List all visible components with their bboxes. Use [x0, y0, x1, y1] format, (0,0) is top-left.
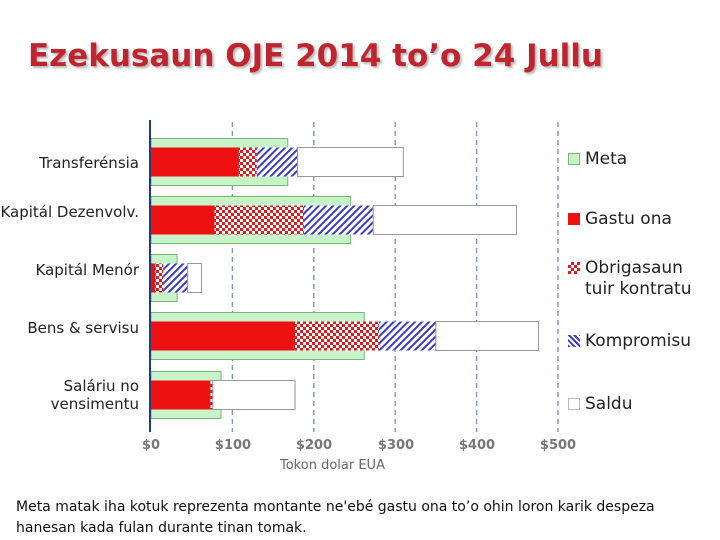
- legend-swatch-gastu-ona: [568, 213, 580, 225]
- bar-obrigasaun-tuir-kontratu-cat-3: [295, 321, 379, 351]
- category-label-kapital-dezenvolv: Kapitál Dezenvolv.: [0, 203, 139, 221]
- legend-swatch-obrigasaun: [568, 262, 580, 274]
- bar-obrigasaun-tuir-kontratu-cat-2: [155, 263, 164, 293]
- legend-label-meta: Meta: [585, 149, 628, 169]
- bar-kompromisu-cat-0: [256, 147, 298, 177]
- bar-kompromisu-cat-2: [163, 263, 188, 293]
- bar-obrigasaun-tuir-kontratu-cat-0: [238, 147, 257, 177]
- category-label-bens-servisu: Bens & servisu: [27, 319, 139, 337]
- x-tick-label-100: $100: [214, 438, 252, 453]
- legend-item-saldu: Saldu: [568, 394, 633, 415]
- category-label-transferensia: Transferénsia: [39, 154, 139, 172]
- x-axis-label: Tokon dolar EUA: [280, 458, 385, 473]
- legend-swatch-kompromisu: [568, 335, 580, 347]
- bar-saldu-cat-2: [187, 263, 202, 293]
- legend-label-obrigasaun: Obrigasaun tuir kontratu: [585, 258, 692, 299]
- bar-gastu-ona-cat-4: [151, 380, 211, 410]
- x-tick-label-300: $300: [377, 438, 415, 453]
- legend-swatch-saldu: [568, 398, 580, 410]
- x-tick-label-400: $400: [458, 438, 496, 453]
- bar-saldu-cat-4: [212, 380, 296, 410]
- chart-title: Ezekusaun OJE 2014 to’o 24 Jullu: [28, 38, 603, 74]
- category-label-salariu-vensimentu: Saláriu no vensimentu: [50, 377, 139, 413]
- bar-saldu-cat-0: [297, 147, 404, 177]
- legend-item-kompromisu: Kompromisu: [568, 331, 691, 352]
- bars: [150, 138, 539, 419]
- x-tick-label-0: $0: [141, 438, 161, 453]
- bar-saldu-cat-1: [372, 205, 517, 235]
- legend-item-obrigasaun: Obrigasaun tuir kontratu: [568, 258, 703, 300]
- legend-label-gastu-ona: Gastu ona: [585, 209, 672, 229]
- bar-gastu-ona-cat-0: [151, 147, 239, 177]
- bar-obrigasaun-tuir-kontratu-cat-4: [210, 380, 213, 410]
- legend-item-meta: Meta: [568, 149, 627, 170]
- bar-gastu-ona-cat-3: [151, 321, 296, 351]
- legend-label-saldu: Saldu: [585, 394, 633, 414]
- x-tick-label-500: $500: [539, 438, 577, 453]
- bar-gastu-ona-cat-1: [151, 205, 215, 235]
- x-tick-label-200: $200: [295, 438, 333, 453]
- bar-obrigasaun-tuir-kontratu-cat-1: [214, 205, 305, 235]
- legend-item-gastu-ona: Gastu ona: [568, 209, 672, 230]
- legend-label-kompromisu: Kompromisu: [585, 331, 691, 351]
- bar-kompromisu-cat-3: [378, 321, 436, 351]
- category-label-kapital-menor: Kapitál Menór: [35, 261, 139, 279]
- bar-gastu-ona-cat-2: [151, 263, 156, 293]
- bar-saldu-cat-3: [435, 321, 539, 351]
- bar-kompromisu-cat-1: [304, 205, 374, 235]
- footnote: Meta matak iha kotuk reprezenta montante…: [16, 499, 655, 536]
- legend-swatch-meta: [568, 153, 580, 165]
- grid-lines: [231, 122, 559, 432]
